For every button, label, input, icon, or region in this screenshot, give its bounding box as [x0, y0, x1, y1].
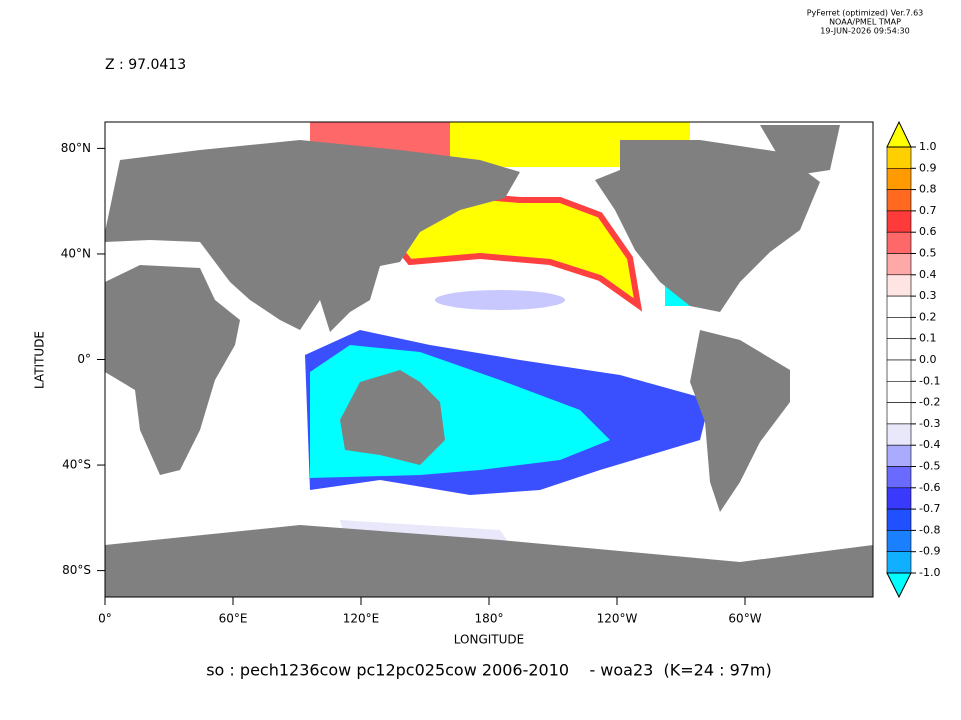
- colorbar-label: -0.7: [919, 502, 940, 515]
- north-america: [595, 140, 820, 312]
- colorbar-band: [886, 295, 912, 318]
- header-line: NOAA/PMEL TMAP: [829, 18, 901, 27]
- colorbar-under: [886, 572, 912, 599]
- y-tick-label: 80°N: [61, 141, 91, 155]
- eurasia: [105, 140, 520, 332]
- colorbar-band: [886, 317, 912, 339]
- colorbar-label: -0.8: [919, 523, 940, 536]
- colorbar-band: [886, 508, 912, 531]
- south-america: [690, 330, 790, 512]
- y-tick-label: 40°N: [61, 246, 91, 260]
- field-subtropical: [435, 290, 565, 310]
- colorbar-label: -0.1: [919, 374, 940, 387]
- colorbar-label: -0.4: [919, 438, 940, 451]
- antarctica: [105, 525, 873, 597]
- colorbar-band: [886, 253, 912, 276]
- subtitle: Z : 97.0413: [105, 57, 186, 73]
- colorbar-band: [886, 530, 912, 553]
- colorbar-label: 1.0: [919, 140, 937, 153]
- y-tick-label: 0°: [77, 352, 91, 366]
- colorbar-band: [886, 146, 912, 169]
- colorbar-band: [886, 487, 912, 510]
- land: [105, 125, 873, 597]
- colorbar-band: [886, 444, 912, 467]
- x-tick-label: 120°E: [343, 612, 380, 626]
- colorbar-label: 0.1: [919, 332, 937, 345]
- colorbar-label: 0.8: [919, 183, 937, 196]
- colorbar-band: [886, 359, 912, 382]
- greenland: [760, 125, 840, 176]
- colorbar-label: 0.6: [919, 225, 937, 238]
- colorbar-label: 0.4: [919, 268, 937, 281]
- africa: [105, 265, 240, 475]
- title: so : pech1236cow pc12pc025cow 2006-2010 …: [206, 661, 772, 680]
- colorbar-over: [886, 120, 912, 148]
- colorbar-label: 0.3: [919, 289, 937, 302]
- colorbar-band: [886, 466, 912, 489]
- colorbar-band: [886, 189, 912, 212]
- x-tick-label: 120°W: [597, 612, 638, 626]
- colorbar-band: [886, 274, 912, 297]
- colorbar-band: [886, 210, 912, 233]
- x-axis-label: LONGITUDE: [454, 633, 524, 647]
- y-tick-label: 80°S: [62, 563, 91, 577]
- colorbar-label: 0.2: [919, 310, 937, 323]
- x-tick-label: 180°: [475, 612, 504, 626]
- australia: [340, 370, 445, 465]
- colorbar-label: -0.5: [919, 460, 940, 473]
- colorbar-label: 0.0: [919, 353, 937, 366]
- colorbar-label: -0.9: [919, 545, 940, 558]
- x-tick-label: 60°E: [219, 612, 248, 626]
- y-tick-label: 40°S: [62, 458, 91, 472]
- x-tick-label: 60°W: [728, 612, 761, 626]
- colorbar-band: [886, 423, 912, 446]
- colorbar-band: [886, 551, 912, 574]
- colorbar-label: 0.5: [919, 247, 937, 260]
- x-tick-label: 0°: [98, 612, 112, 626]
- header-line: 19-JUN-2026 09:54:30: [820, 27, 909, 36]
- colorbar-label: -0.3: [919, 417, 940, 430]
- colorbar-band: [886, 338, 912, 361]
- colorbar-band: [886, 168, 912, 190]
- colorbar-band: [886, 231, 912, 254]
- header-line: PyFerret (optimized) Ver.7.63: [807, 9, 924, 18]
- field-north-pacific: [388, 191, 643, 312]
- colorbar-label: 0.9: [919, 161, 937, 174]
- colorbar-label: 0.7: [919, 204, 937, 217]
- y-axis-label: LATITUDE: [33, 331, 47, 389]
- colorbar-label: -0.2: [919, 396, 940, 409]
- colorbar-band: [886, 402, 912, 425]
- colorbar-label: -1.0: [919, 566, 940, 579]
- colorbar-label: -0.6: [919, 481, 940, 494]
- colorbar-band: [886, 380, 912, 403]
